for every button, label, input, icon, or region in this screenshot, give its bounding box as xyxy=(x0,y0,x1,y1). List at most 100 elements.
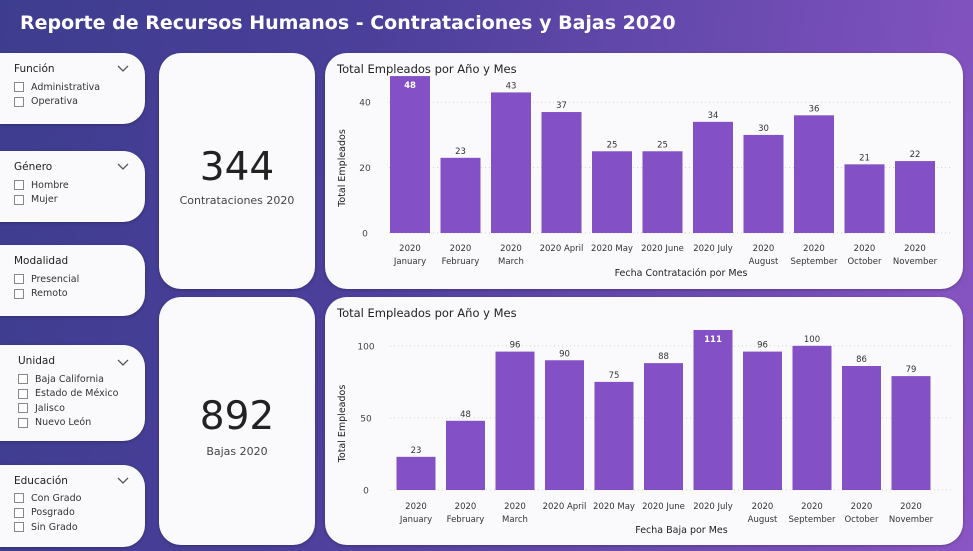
data-label: 79 xyxy=(906,365,917,375)
slicer-option[interactable]: Administrativa xyxy=(14,80,100,95)
bar xyxy=(891,376,931,490)
slicer-genero[interactable]: Género Hombre Mujer xyxy=(0,151,145,222)
data-label: 88 xyxy=(658,352,669,362)
slicer-modalidad[interactable]: Modalidad Presencial Remoto xyxy=(0,245,145,316)
x-tick-label: September xyxy=(791,257,838,267)
x-tick-label: 2020 xyxy=(851,502,873,512)
bar xyxy=(895,161,935,233)
chevron-down-icon[interactable] xyxy=(117,359,129,367)
chevron-down-icon[interactable] xyxy=(117,65,129,73)
data-label: 100 xyxy=(804,335,820,345)
x-tick-label: 2020 xyxy=(752,502,774,512)
chevron-down-icon[interactable] xyxy=(117,477,129,485)
x-tick-label: March xyxy=(502,515,528,525)
slicer-option[interactable]: Estado de México xyxy=(18,387,118,402)
slicer-modalidad-header: Modalidad xyxy=(14,255,69,267)
slicer-unidad[interactable]: Unidad Baja California Estado de México … xyxy=(0,345,145,441)
slicer-option[interactable]: Presencial xyxy=(14,272,79,287)
data-label: 34 xyxy=(708,111,719,121)
slicer-option[interactable]: Nuevo León xyxy=(18,416,118,431)
x-tick-label: October xyxy=(844,515,879,525)
checkbox[interactable] xyxy=(18,417,28,428)
bar xyxy=(693,329,733,490)
option-label: Mujer xyxy=(31,194,58,206)
slicer-option[interactable]: Jalisco xyxy=(18,401,118,416)
bar-chart-contrataciones: 0 20 40 Total Empleados 48 2020 January 23 2020 F… xyxy=(337,76,953,279)
checkbox[interactable] xyxy=(14,194,24,205)
data-label: 90 xyxy=(559,349,570,359)
slicer-option[interactable]: Hombre xyxy=(14,178,69,193)
checkbox[interactable] xyxy=(18,403,28,414)
slicer-option[interactable]: Operativa xyxy=(14,95,100,110)
kpi-card-contrataciones: 344 Contrataciones 2020 xyxy=(159,53,315,289)
bar xyxy=(794,115,834,233)
x-tick-label: 2020 May xyxy=(591,244,633,254)
slicer-educacion-options: Con Grado Posgrado Sin Grado xyxy=(14,491,81,535)
x-tick-label: 2020 xyxy=(399,244,421,254)
data-label: 21 xyxy=(859,153,870,163)
y-axis-title: Total Empleados xyxy=(337,385,348,464)
x-tick-label: October xyxy=(847,257,882,267)
y-tick-label: 20 xyxy=(359,164,371,174)
bar xyxy=(541,112,582,233)
data-label: 48 xyxy=(460,410,471,420)
bar xyxy=(644,363,683,490)
checkbox[interactable] xyxy=(14,82,24,93)
option-label: Sin Grado xyxy=(31,521,78,533)
kpi-value: 344 xyxy=(199,145,275,190)
slicer-genero-options: Hombre Mujer xyxy=(14,178,69,207)
checkbox[interactable] xyxy=(14,522,24,533)
slicer-option[interactable]: Sin Grado xyxy=(14,520,81,535)
slicer-option[interactable]: Con Grado xyxy=(14,491,81,506)
y-tick-label: 0 xyxy=(363,487,369,497)
data-label: 96 xyxy=(510,341,521,351)
data-label: 75 xyxy=(609,371,620,381)
option-label: Estado de México xyxy=(35,388,119,400)
slicer-unidad-options: Baja California Estado de México Jalisco… xyxy=(18,372,118,430)
chevron-down-icon[interactable] xyxy=(117,163,129,171)
x-tick-label: 2020 xyxy=(455,502,477,512)
slicer-option[interactable]: Mujer xyxy=(14,193,69,208)
bar xyxy=(844,164,885,233)
checkbox[interactable] xyxy=(14,288,24,299)
slicer-educacion-header: Educación xyxy=(14,475,68,487)
checkbox[interactable] xyxy=(14,274,24,285)
x-tick-label: 2020 xyxy=(854,244,876,254)
bar xyxy=(743,351,782,490)
checkbox[interactable] xyxy=(14,507,24,518)
option-label: Hombre xyxy=(31,179,69,191)
bar xyxy=(792,345,832,490)
data-label: 23 xyxy=(411,446,422,456)
bar xyxy=(693,121,733,233)
y-axis-title: Total Empleados xyxy=(337,129,348,208)
checkbox[interactable] xyxy=(14,96,24,107)
kpi-label: Bajas 2020 xyxy=(206,445,268,458)
x-tick-label: 2020 xyxy=(803,244,825,254)
x-tick-label: January xyxy=(399,515,432,525)
checkbox[interactable] xyxy=(14,180,24,191)
y-tick-label: 40 xyxy=(359,99,371,109)
x-tick-label: March xyxy=(498,257,524,267)
chart-title: Total Empleados por Año y Mes xyxy=(337,306,517,320)
x-tick-label: January xyxy=(393,257,426,267)
data-label: 36 xyxy=(809,104,820,114)
option-label: Con Grado xyxy=(31,492,82,504)
slicer-option[interactable]: Baja California xyxy=(18,372,118,387)
option-label: Nuevo León xyxy=(35,417,92,429)
bar xyxy=(545,360,584,490)
checkbox[interactable] xyxy=(18,374,28,385)
bar xyxy=(842,366,881,490)
slicer-funcion-options: Administrativa Operativa xyxy=(14,80,100,109)
x-tick-label: 2020 July xyxy=(693,502,733,512)
slicer-educacion[interactable]: Educación Con Grado Posgrado Sin Grado xyxy=(0,465,145,547)
x-tick-label: 2020 xyxy=(450,244,472,254)
slicer-option[interactable]: Posgrado xyxy=(14,506,81,521)
checkbox[interactable] xyxy=(18,388,28,399)
y-tick-label: 50 xyxy=(360,414,372,424)
option-label: Posgrado xyxy=(31,507,75,519)
x-axis-title: Fecha Baja por Mes xyxy=(635,525,728,536)
slicer-option[interactable]: Remoto xyxy=(14,287,79,302)
slicer-modalidad-options: Presencial Remoto xyxy=(14,272,79,301)
slicer-funcion[interactable]: Función Administrativa Operativa xyxy=(0,53,145,124)
checkbox[interactable] xyxy=(14,493,24,504)
